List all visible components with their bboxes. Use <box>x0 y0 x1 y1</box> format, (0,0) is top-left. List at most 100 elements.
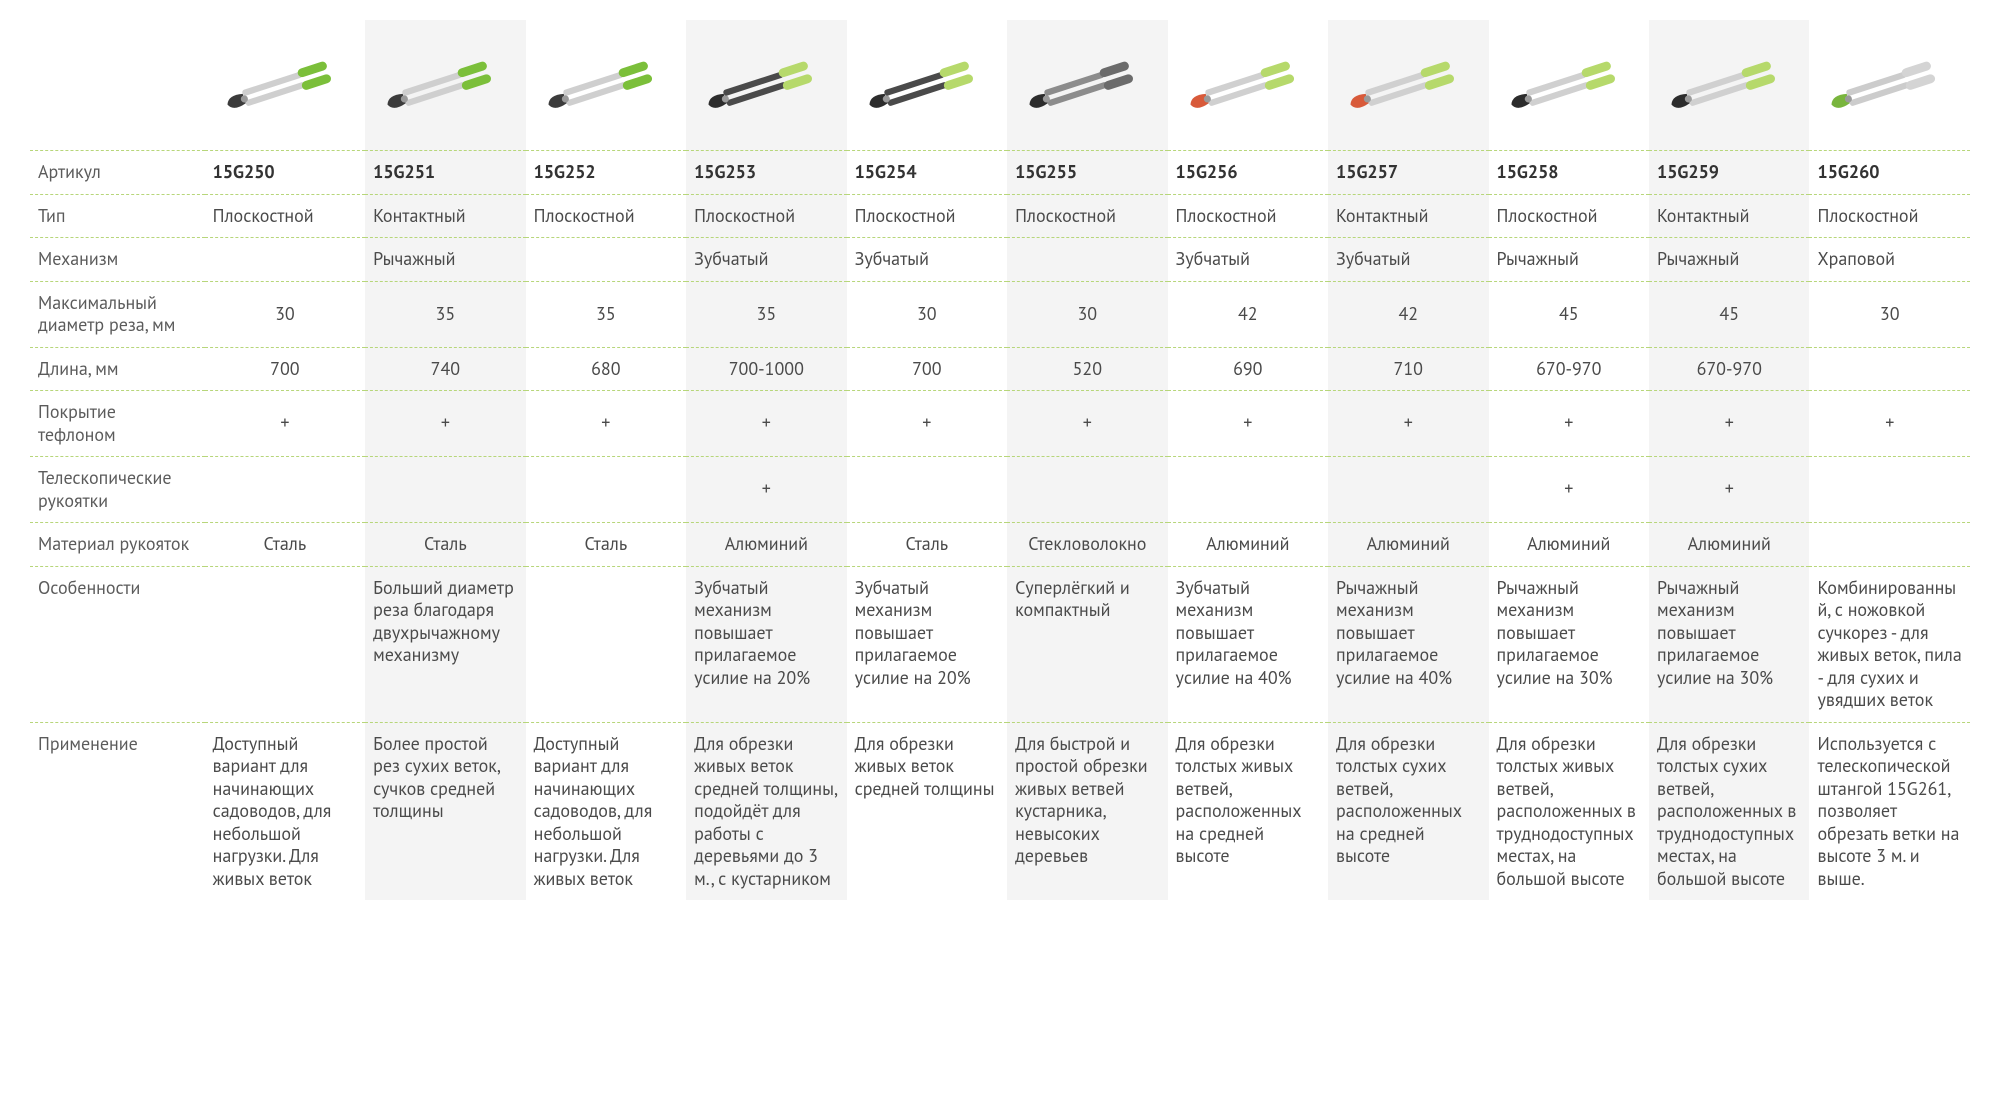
product-icon <box>851 41 1003 121</box>
cell-max_cut-8: 45 <box>1489 281 1649 347</box>
product-icon <box>690 41 842 121</box>
cell-length-10 <box>1809 347 1970 391</box>
cell-features-2 <box>526 566 686 722</box>
cell-teflon-3: + <box>686 391 846 457</box>
row-mechanism: МеханизмРычажныйЗубчатыйЗубчатыйЗубчатый… <box>30 238 1970 282</box>
cell-mechanism-1: Рычажный <box>365 238 525 282</box>
cell-handle_material-9: Алюминий <box>1649 523 1809 567</box>
cell-telescopic-4 <box>847 457 1007 523</box>
cell-use-8: Для обрезки толстых живых ветвей, распол… <box>1489 722 1649 900</box>
cell-image-10 <box>1809 20 1970 151</box>
cell-telescopic-5 <box>1007 457 1167 523</box>
product-icon <box>1332 41 1484 121</box>
cell-sku-10: 15G260 <box>1809 151 1970 195</box>
cell-length-2: 680 <box>526 347 686 391</box>
cell-max_cut-0: 30 <box>205 281 365 347</box>
cell-features-7: Рычажный механизм повышает прилагаемое у… <box>1328 566 1488 722</box>
cell-mechanism-10: Храповой <box>1809 238 1970 282</box>
cell-type-0: Плоскостной <box>205 194 365 238</box>
cell-handle_material-3: Алюминий <box>686 523 846 567</box>
cell-use-9: Для обрезки толстых сухих ветвей, распол… <box>1649 722 1809 900</box>
cell-telescopic-8: + <box>1489 457 1649 523</box>
cell-sku-5: 15G255 <box>1007 151 1167 195</box>
cell-teflon-5: + <box>1007 391 1167 457</box>
row-header-sku: Артикул <box>30 151 205 195</box>
cell-teflon-7: + <box>1328 391 1488 457</box>
cell-image-6 <box>1168 20 1328 151</box>
cell-teflon-6: + <box>1168 391 1328 457</box>
cell-handle_material-0: Сталь <box>205 523 365 567</box>
cell-max_cut-9: 45 <box>1649 281 1809 347</box>
product-icon <box>1172 41 1324 121</box>
cell-use-3: Для обрезки живых веток средней толщины,… <box>686 722 846 900</box>
cell-features-4: Зубчатый механизм повышает прилагаемое у… <box>847 566 1007 722</box>
cell-sku-2: 15G252 <box>526 151 686 195</box>
cell-sku-0: 15G250 <box>205 151 365 195</box>
cell-type-3: Плоскостной <box>686 194 846 238</box>
row-header-type: Тип <box>30 194 205 238</box>
cell-type-5: Плоскостной <box>1007 194 1167 238</box>
cell-handle_material-5: Стекловолокно <box>1007 523 1167 567</box>
row-header-mechanism: Механизм <box>30 238 205 282</box>
cell-max_cut-3: 35 <box>686 281 846 347</box>
cell-telescopic-1 <box>365 457 525 523</box>
cell-image-0 <box>205 20 365 151</box>
cell-sku-7: 15G257 <box>1328 151 1488 195</box>
row-header-teflon: Покрытие тефлоном <box>30 391 205 457</box>
row-header-telescopic: Телескопические рукоятки <box>30 457 205 523</box>
cell-use-1: Более простой рез сухих веток, сучков ср… <box>365 722 525 900</box>
cell-telescopic-2 <box>526 457 686 523</box>
cell-sku-3: 15G253 <box>686 151 846 195</box>
cell-handle_material-7: Алюминий <box>1328 523 1488 567</box>
cell-handle_material-2: Сталь <box>526 523 686 567</box>
cell-telescopic-10 <box>1809 457 1970 523</box>
cell-length-6: 690 <box>1168 347 1328 391</box>
cell-length-7: 710 <box>1328 347 1488 391</box>
cell-max_cut-1: 35 <box>365 281 525 347</box>
cell-image-7 <box>1328 20 1488 151</box>
cell-image-9 <box>1649 20 1809 151</box>
cell-telescopic-7 <box>1328 457 1488 523</box>
cell-max_cut-4: 30 <box>847 281 1007 347</box>
cell-max_cut-10: 30 <box>1809 281 1970 347</box>
row-max_cut: Максимальный диаметр реза, мм30353535303… <box>30 281 1970 347</box>
cell-use-10: Используется с телескопической штангой 1… <box>1809 722 1970 900</box>
cell-sku-6: 15G256 <box>1168 151 1328 195</box>
cell-telescopic-3: + <box>686 457 846 523</box>
cell-length-3: 700-1000 <box>686 347 846 391</box>
cell-image-8 <box>1489 20 1649 151</box>
cell-sku-8: 15G258 <box>1489 151 1649 195</box>
cell-features-8: Рычажный механизм повышает прилагаемое у… <box>1489 566 1649 722</box>
cell-use-7: Для обрезки толстых сухих ветвей, распол… <box>1328 722 1488 900</box>
cell-mechanism-4: Зубчатый <box>847 238 1007 282</box>
cell-features-0 <box>205 566 365 722</box>
row-header-max_cut: Максимальный диаметр реза, мм <box>30 281 205 347</box>
cell-teflon-0: + <box>205 391 365 457</box>
cell-max_cut-2: 35 <box>526 281 686 347</box>
row-images <box>30 20 1970 151</box>
cell-image-1 <box>365 20 525 151</box>
product-icon <box>1813 41 1966 121</box>
cell-length-5: 520 <box>1007 347 1167 391</box>
cell-features-9: Рычажный механизм повышает прилагаемое у… <box>1649 566 1809 722</box>
row-header-images <box>30 20 205 151</box>
cell-mechanism-2 <box>526 238 686 282</box>
cell-sku-4: 15G254 <box>847 151 1007 195</box>
cell-handle_material-10 <box>1809 523 1970 567</box>
cell-length-1: 740 <box>365 347 525 391</box>
cell-mechanism-6: Зубчатый <box>1168 238 1328 282</box>
product-icon <box>1493 41 1645 121</box>
cell-mechanism-3: Зубчатый <box>686 238 846 282</box>
product-icon <box>209 41 361 121</box>
cell-image-4 <box>847 20 1007 151</box>
cell-max_cut-6: 42 <box>1168 281 1328 347</box>
cell-teflon-4: + <box>847 391 1007 457</box>
cell-image-5 <box>1007 20 1167 151</box>
cell-use-5: Для быстрой и простой обрезки живых ветв… <box>1007 722 1167 900</box>
cell-teflon-9: + <box>1649 391 1809 457</box>
cell-use-2: Доступный вариант для начинающих садовод… <box>526 722 686 900</box>
row-sku: Артикул15G25015G25115G25215G25315G25415G… <box>30 151 1970 195</box>
cell-length-0: 700 <box>205 347 365 391</box>
cell-length-9: 670-970 <box>1649 347 1809 391</box>
cell-features-1: Больший диаметр реза благодаря двухрычаж… <box>365 566 525 722</box>
